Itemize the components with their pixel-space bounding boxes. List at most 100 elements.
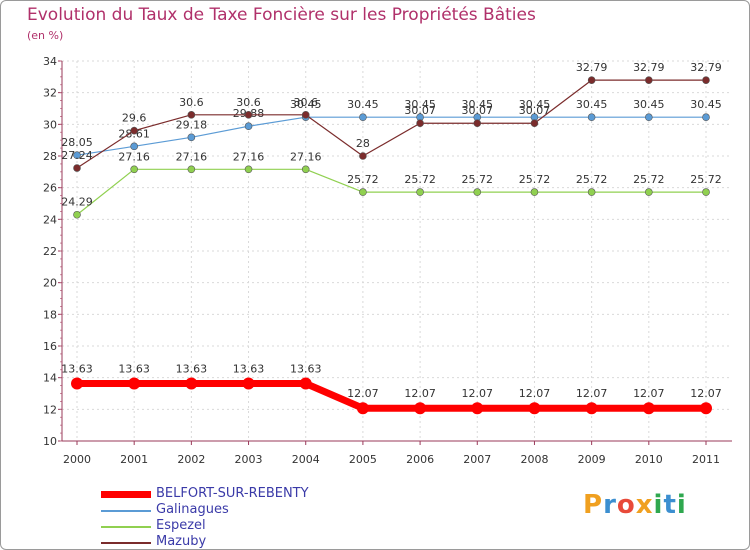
data-label: 12.07	[404, 387, 436, 400]
x-tick-label: 2001	[120, 453, 148, 466]
legend-item: Galinagues	[101, 502, 361, 519]
legend-swatch	[101, 542, 151, 544]
x-tick-label: 2007	[463, 453, 491, 466]
data-label: 13.63	[290, 363, 322, 376]
data-point	[73, 151, 81, 160]
data-label: 12.07	[576, 387, 608, 400]
data-point	[702, 113, 710, 122]
data-point	[473, 188, 482, 196]
y-tick-label: 28	[43, 150, 57, 163]
data-label: 30.6	[179, 96, 204, 109]
data-point	[130, 142, 138, 151]
data-label: 12.07	[519, 387, 551, 400]
data-label: 13.63	[61, 363, 93, 376]
series-line	[76, 116, 706, 156]
legend-swatch	[101, 526, 151, 528]
logo-letter: t	[663, 490, 677, 520]
y-tick-label: 22	[43, 245, 57, 258]
y-tick-label: 24	[43, 213, 57, 226]
logo-letter: i	[676, 490, 687, 520]
legend-item: Mazuby	[101, 534, 361, 549]
data-point	[528, 402, 541, 415]
data-label: 30.6	[293, 96, 318, 109]
y-tick-label: 14	[43, 372, 57, 385]
data-label: 25.72	[576, 173, 608, 186]
data-label: 30.07	[519, 104, 551, 117]
logo-letter: P	[583, 490, 604, 520]
x-tick-label: 2002	[177, 453, 205, 466]
legend-label: Galinagues	[156, 502, 229, 517]
data-point	[416, 119, 424, 128]
data-point	[359, 113, 367, 122]
y-tick-label: 30	[43, 118, 57, 131]
y-tick-label: 20	[43, 277, 57, 290]
y-tick-label: 34	[43, 55, 57, 68]
legend-item: Espezel	[101, 518, 361, 535]
data-point	[587, 113, 596, 122]
y-tick-label: 12	[43, 403, 57, 416]
series-line	[77, 380, 706, 412]
x-tick-label: 2000	[63, 453, 91, 466]
data-label: 28.05	[61, 136, 93, 149]
data-point	[301, 111, 310, 119]
data-point	[359, 188, 367, 196]
x-tick-label: 2008	[520, 453, 548, 466]
data-point	[187, 111, 196, 119]
logo-letter: i	[653, 490, 664, 520]
data-label: 25.72	[690, 173, 722, 186]
data-point	[587, 188, 596, 196]
data-point	[185, 377, 198, 390]
y-axis-unit: (en %)	[27, 29, 64, 42]
data-point	[130, 165, 138, 174]
series-line	[76, 79, 706, 169]
data-point	[471, 402, 484, 415]
data-label: 30.45	[633, 98, 665, 111]
y-tick-label: 16	[43, 340, 57, 353]
data-point	[242, 377, 255, 390]
data-label: 30.45	[690, 98, 722, 111]
series-line	[76, 168, 706, 216]
data-label: 29.6	[122, 112, 147, 125]
data-point	[244, 111, 253, 119]
data-label: 24.29	[61, 196, 93, 209]
data-point	[73, 210, 81, 219]
data-point	[700, 402, 712, 415]
data-point	[128, 377, 141, 390]
x-tick-label: 2005	[349, 453, 377, 466]
data-point	[414, 402, 427, 415]
data-point	[645, 76, 653, 84]
data-label: 13.63	[118, 363, 150, 376]
data-point	[530, 119, 539, 128]
proxiti-logo: Proxiti	[583, 490, 687, 520]
x-tick-label: 2011	[692, 453, 720, 466]
data-point	[356, 402, 369, 415]
data-point	[642, 402, 655, 415]
legend-item: BELFORT-SUR-REBENTY	[101, 486, 361, 503]
data-label: 25.72	[462, 173, 494, 186]
data-label: 12.07	[347, 387, 379, 400]
data-point	[702, 76, 710, 84]
data-label: 27.16	[233, 150, 265, 163]
data-label: 27.16	[176, 150, 208, 163]
data-label: 28	[356, 137, 370, 150]
data-label: 25.72	[633, 173, 665, 186]
data-label: 12.07	[633, 387, 665, 400]
data-point	[530, 188, 539, 196]
data-point	[244, 122, 253, 131]
logo-letter: x	[635, 490, 654, 520]
data-point	[301, 165, 310, 174]
data-point	[587, 76, 596, 84]
data-label: 12.07	[462, 387, 494, 400]
data-label: 30.45	[462, 98, 494, 111]
data-point	[645, 113, 653, 122]
data-label: 25.72	[347, 173, 379, 186]
data-label: 27.16	[290, 150, 322, 163]
data-point	[187, 133, 196, 142]
x-tick-label: 2009	[578, 453, 606, 466]
data-label: 32.79	[576, 61, 608, 74]
data-point	[187, 165, 196, 174]
data-label: 27.16	[118, 150, 150, 163]
legend: BELFORT-SUR-REBENTY Galinagues Espezel M…	[101, 486, 361, 549]
legend-label: Mazuby	[156, 534, 207, 549]
